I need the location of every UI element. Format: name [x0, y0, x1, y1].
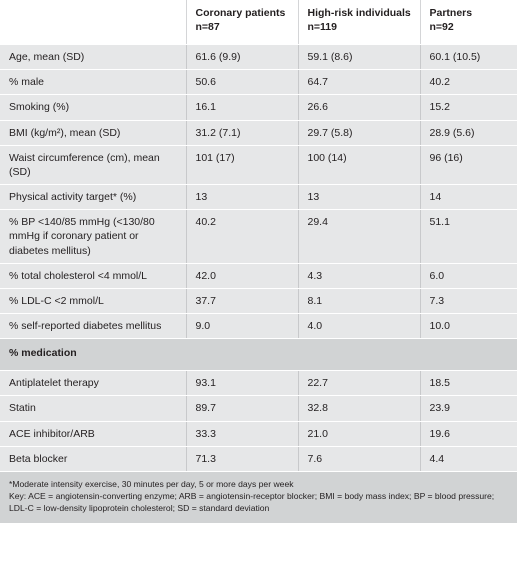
table-row: Physical activity target* (%) 13 13 14 [0, 184, 517, 211]
group-n: n=92 [429, 21, 454, 34]
row-value: 15.2 [419, 94, 517, 121]
row-label: BMI (kg/m²), mean (SD) [0, 120, 186, 146]
row-value: 32.8 [297, 395, 420, 422]
header-coronary-patients: Coronary patients n=87 [185, 0, 298, 45]
table-row: Antiplatelet therapy 93.1 22.7 18.5 [0, 370, 517, 397]
table-row: BMI (kg/m²), mean (SD) 31.2 (7.1) 29.7 (5.… [0, 120, 517, 146]
row-value: 96 (16) [419, 145, 517, 186]
row-value: 22.7 [297, 370, 420, 397]
row-value: 6.0 [419, 263, 517, 289]
row-value: 19.6 [419, 421, 517, 447]
row-value: 61.6 (9.9) [185, 44, 298, 71]
row-value: 10.0 [419, 313, 517, 340]
table-body: Age, mean (SD) 61.6 (9.9) 59.1 (8.6) 60.1 (… [0, 44, 517, 340]
medication-body: Antiplatelet therapy 93.1 22.7 18.5 Statin 89… [0, 370, 517, 472]
row-label: Statin [0, 395, 186, 422]
row-value: 33.3 [185, 421, 298, 447]
row-value: 13 [297, 184, 420, 211]
header-partners: Partners n=92 [419, 0, 517, 45]
row-value: 9.0 [185, 313, 298, 340]
row-label: Beta blocker [0, 446, 186, 472]
group-n: n=87 [195, 21, 220, 34]
table-row: % self-reported diabetes mellitus 9.0 4.0 1… [0, 313, 517, 340]
header-high-risk-individuals: High-risk individuals n=119 [297, 0, 420, 45]
table-row: Waist circumference (cm), mean (SD) 101 (… [0, 145, 517, 186]
row-value: 18.5 [419, 370, 517, 397]
row-value: 42.0 [185, 263, 298, 289]
row-label: % total cholesterol <4 mmol/L [0, 263, 186, 289]
row-label: Smoking (%) [0, 94, 186, 121]
baseline-characteristics-table: Coronary patients n=87 High-risk individ… [0, 0, 517, 472]
table-row: % male 50.6 64.7 40.2 [0, 69, 517, 96]
header-blank-cell [0, 0, 186, 45]
row-value: 71.3 [185, 446, 298, 472]
table-row: Beta blocker 71.3 7.6 4.4 [0, 446, 517, 472]
table-row: % LDL-C <2 mmol/L 37.7 8.1 7.3 [0, 288, 517, 315]
table-row: ACE inhibitor/ARB 33.3 21.0 19.6 [0, 421, 517, 447]
row-value: 37.7 [185, 288, 298, 315]
row-value: 50.6 [185, 69, 298, 96]
row-value: 28.9 (5.6) [419, 120, 517, 146]
group-name: Partners [429, 7, 473, 19]
row-label: % BP <140/85 mmHg (<130/80 mmHg if coron… [0, 209, 186, 264]
row-label: % male [0, 69, 186, 96]
row-value: 7.6 [297, 446, 420, 472]
row-value: 29.4 [297, 209, 420, 264]
row-value: 7.3 [419, 288, 517, 315]
table-row: % total cholesterol <4 mmol/L 42.0 4.3 6.0 [0, 263, 517, 289]
row-value: 4.0 [297, 313, 420, 340]
section-label: % medication [0, 338, 517, 372]
group-n: n=119 [307, 21, 338, 34]
row-label: Waist circumference (cm), mean (SD) [0, 145, 186, 186]
table-row: Age, mean (SD) 61.6 (9.9) 59.1 (8.6) 60.1 (… [0, 44, 517, 71]
row-label: % LDL-C <2 mmol/L [0, 288, 186, 315]
row-value: 16.1 [185, 94, 298, 121]
row-value: 14 [419, 184, 517, 211]
row-value: 89.7 [185, 395, 298, 422]
row-value: 64.7 [297, 69, 420, 96]
row-label: % self-reported diabetes mellitus [0, 313, 186, 340]
row-label: Physical activity target* (%) [0, 184, 186, 211]
row-value: 31.2 (7.1) [185, 120, 298, 146]
section-header-row: % medication [0, 338, 517, 372]
row-value: 4.3 [297, 263, 420, 289]
row-value: 29.7 (5.8) [297, 120, 420, 146]
row-value: 13 [185, 184, 298, 211]
footnote: *Moderate intensity exercise, 30 minutes… [9, 478, 294, 489]
row-value: 8.1 [297, 288, 420, 315]
row-label: Antiplatelet therapy [0, 370, 186, 397]
row-value: 23.9 [419, 395, 517, 422]
table-row: Smoking (%) 16.1 26.6 15.2 [0, 94, 517, 121]
abbreviation-key: Key: ACE = angiotensin-converting enzyme… [9, 490, 495, 513]
row-value: 21.0 [297, 421, 420, 447]
row-value: 93.1 [185, 370, 298, 397]
medication-section-body: % medication [0, 338, 517, 372]
row-value: 51.1 [419, 209, 517, 264]
row-value: 40.2 [419, 69, 517, 96]
row-value: 59.1 (8.6) [297, 44, 420, 71]
row-label: ACE inhibitor/ARB [0, 421, 186, 447]
row-value: 100 (14) [297, 145, 420, 186]
row-value: 26.6 [297, 94, 420, 121]
table-footer: *Moderate intensity exercise, 30 minutes… [0, 471, 517, 523]
table-row: % BP <140/85 mmHg (<130/80 mmHg if coron… [0, 209, 517, 264]
table-row: Statin 89.7 32.8 23.9 [0, 395, 517, 422]
group-name: Coronary patients [195, 7, 286, 19]
row-value: 4.4 [419, 446, 517, 472]
row-value: 40.2 [185, 209, 298, 264]
group-name: High-risk individuals [307, 7, 411, 19]
row-label: Age, mean (SD) [0, 44, 186, 71]
row-value: 60.1 (10.5) [419, 44, 517, 71]
table-header-row: Coronary patients n=87 High-risk individ… [0, 0, 517, 45]
row-value: 101 (17) [185, 145, 298, 186]
